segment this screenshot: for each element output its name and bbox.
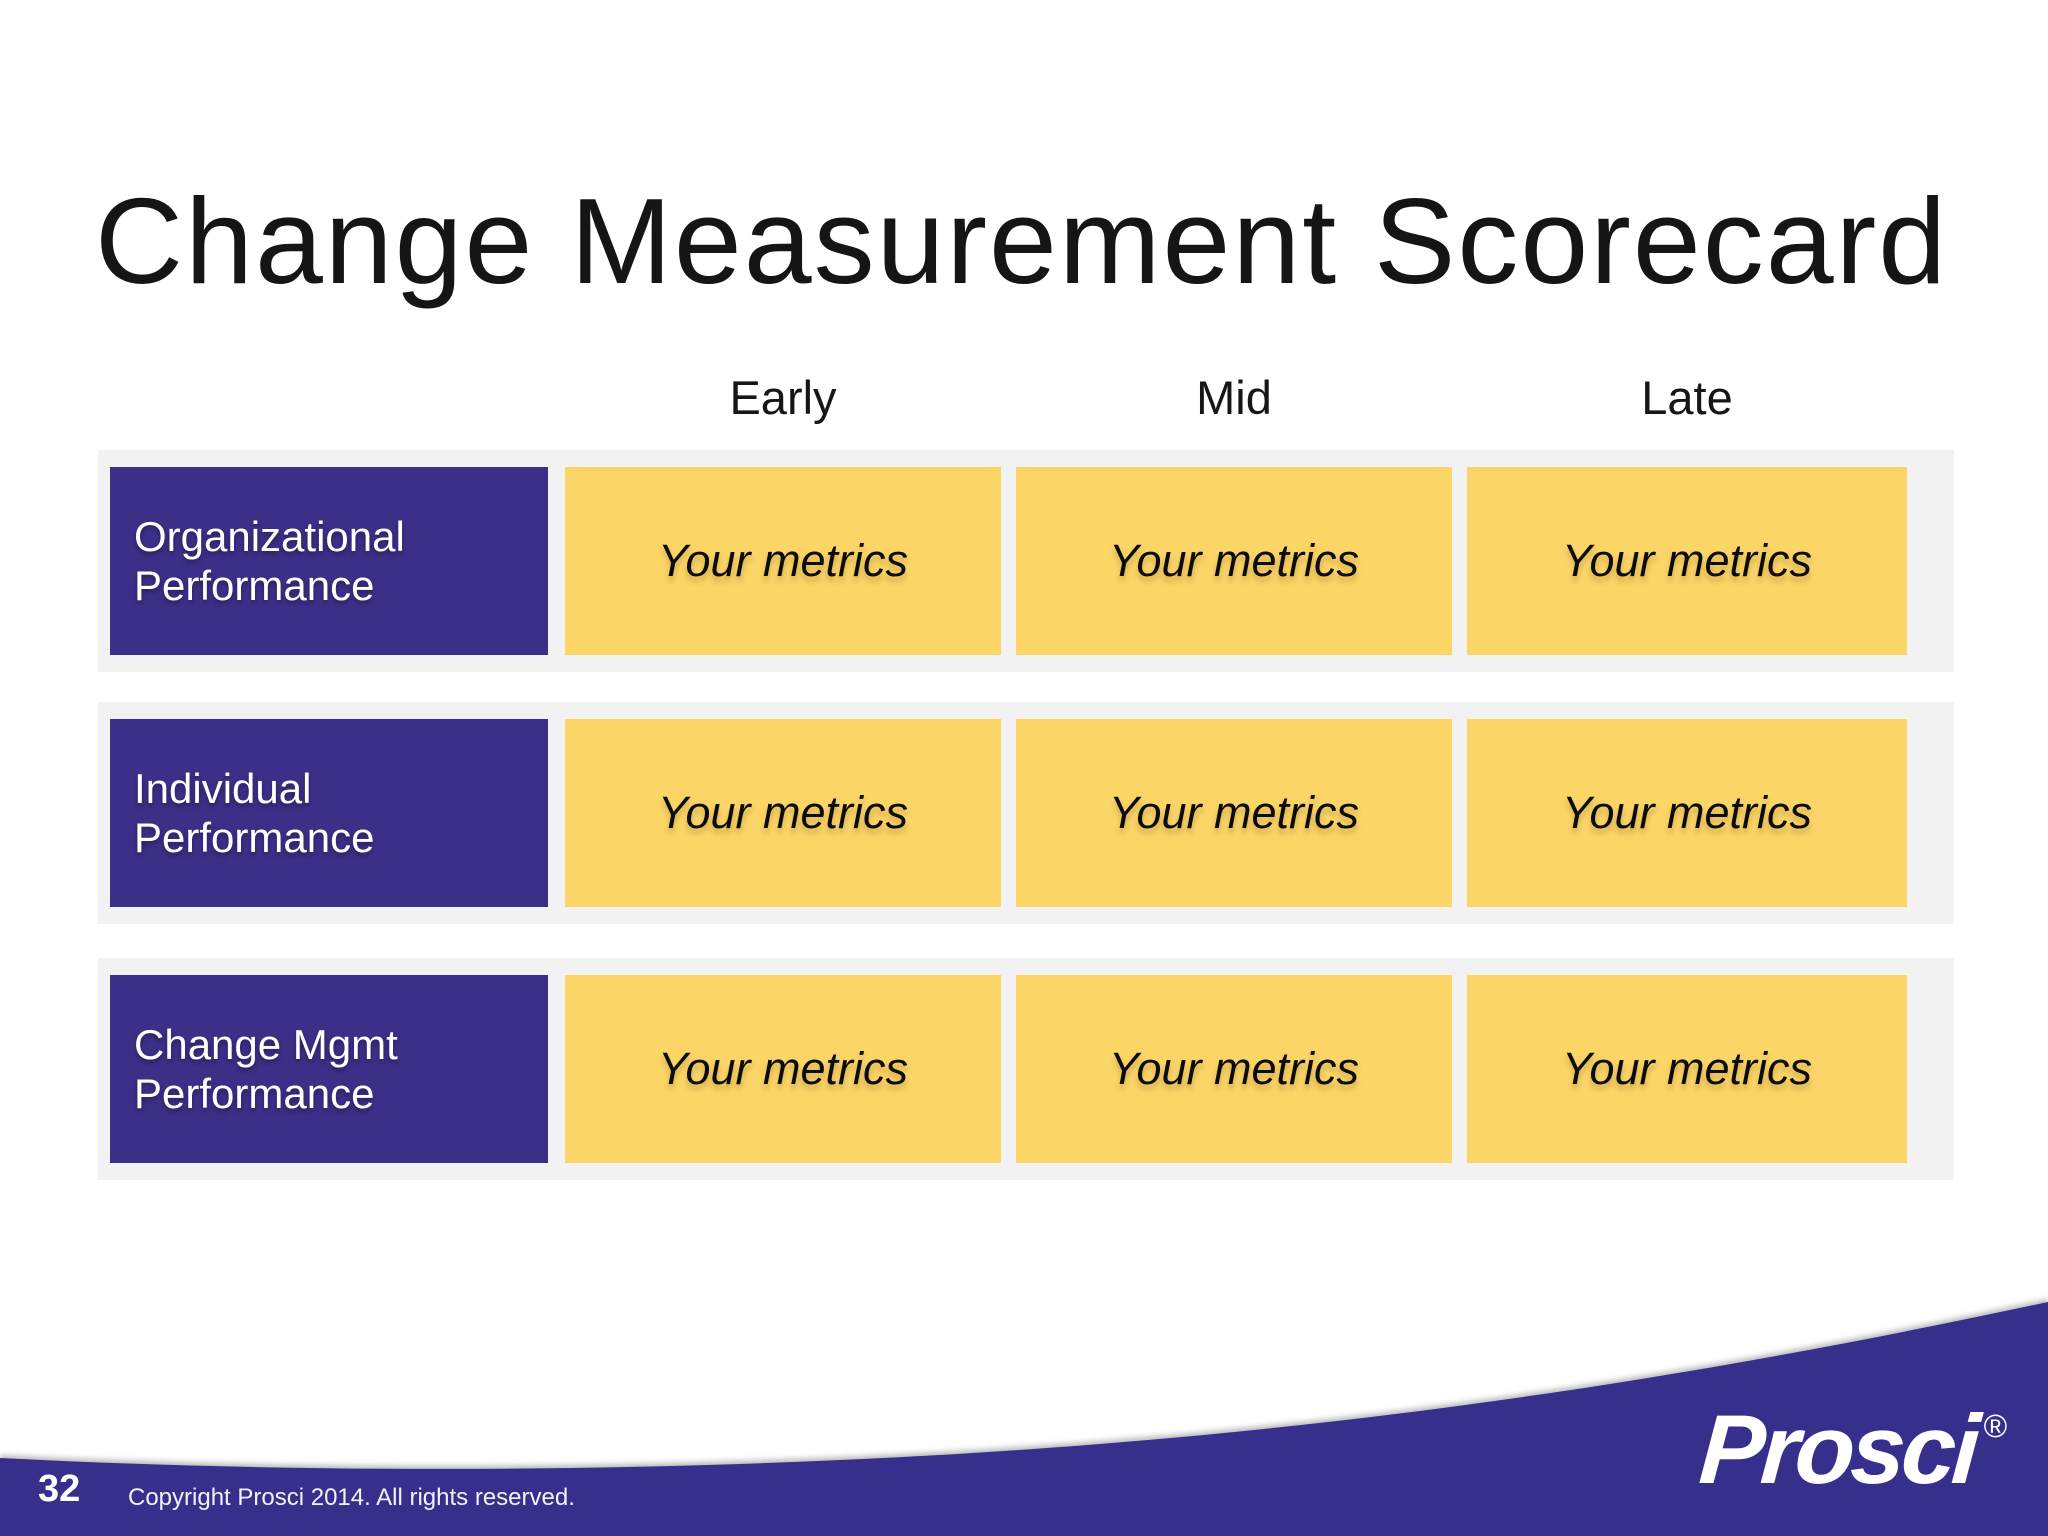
column-header-early: Early [729, 371, 837, 424]
metrics-cell-ind-mid: Your metrics [1016, 719, 1452, 907]
metrics-cell-text: Your metrics [1561, 787, 1813, 838]
page-number: 32 [38, 1468, 81, 1510]
metrics-cell-text: Your metrics [1561, 1043, 1813, 1094]
column-header-mid: Mid [1196, 371, 1272, 424]
footer-swoosh [0, 1302, 2048, 1536]
copyright-text: Copyright Prosci 2014. All rights reserv… [128, 1484, 575, 1511]
metrics-cell-text: Your metrics [657, 1043, 909, 1094]
metrics-cell-text: Your metrics [1108, 535, 1360, 586]
metrics-cell-ind-late: Your metrics [1467, 719, 1907, 907]
metrics-cell-org-early: Your metrics [565, 467, 1001, 655]
metrics-cell-ind-early: Your metrics [565, 719, 1001, 907]
metrics-cell-cm-late: Your metrics [1467, 975, 1907, 1163]
row-label-individual-performance: Individual Performance [110, 719, 548, 907]
row-label-organizational-performance: Organizational Performance [110, 467, 548, 655]
row-label-text: Individual Performance [134, 764, 375, 861]
metrics-cell-text: Your metrics [1108, 787, 1360, 838]
metrics-cell-cm-early: Your metrics [565, 975, 1001, 1163]
row-label-text: Organizational Performance [134, 512, 405, 609]
scorecard-row-change-mgmt: Change Mgmt Performance Your metrics You… [98, 958, 1954, 1180]
scorecard-row-individual: Individual Performance Your metrics Your… [98, 702, 1954, 924]
prosci-logo-text: Prosci [1696, 1394, 1980, 1504]
metrics-cell-text: Your metrics [1108, 1043, 1360, 1094]
row-label-text: Change Mgmt Performance [134, 1020, 398, 1117]
column-header-late: Late [1641, 371, 1733, 424]
slide-title: Change Measurement Scorecard [95, 172, 1949, 309]
metrics-cell-text: Your metrics [1561, 535, 1813, 586]
scorecard-row-organizational: Organizational Performance Your metrics … [98, 450, 1954, 672]
metrics-cell-org-mid: Your metrics [1016, 467, 1452, 655]
metrics-cell-text: Your metrics [657, 535, 909, 586]
row-label-change-mgmt-performance: Change Mgmt Performance [110, 975, 548, 1163]
metrics-cell-cm-mid: Your metrics [1016, 975, 1452, 1163]
metrics-cell-org-late: Your metrics [1467, 467, 1907, 655]
registered-trademark-icon: ® [1983, 1408, 2008, 1444]
metrics-cell-text: Your metrics [657, 787, 909, 838]
prosci-logo: Prosci ® [1696, 1394, 2008, 1504]
